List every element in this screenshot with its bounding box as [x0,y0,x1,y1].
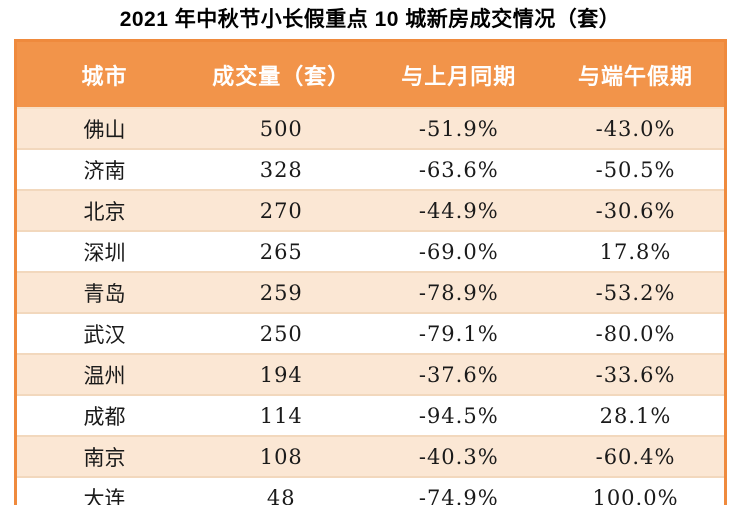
cell-vs-duanwu-holiday: 100.0% [592,485,679,505]
cell-vs-last-month: -37.6% [418,362,499,387]
cell-vs-last-month: -63.6% [418,157,499,182]
cell-vs-duanwu-holiday: -30.6% [595,198,676,223]
cell-volume: 270 [259,198,303,223]
table-row: 北京 270 -44.9% -30.6% [15,190,725,231]
cell-city: 武汉 [83,322,126,347]
cell-vs-last-month: -94.5% [418,403,499,428]
cell-city: 大连 [83,486,126,505]
cell-vs-last-month: -78.9% [418,280,499,305]
cell-city: 温州 [83,363,126,388]
cell-vs-duanwu-holiday: -33.6% [595,362,676,387]
cell-vs-last-month: -44.9% [418,198,499,223]
table-row: 济南 328 -63.6% -50.5% [15,149,725,190]
cell-vs-last-month: -69.0% [418,239,499,264]
column-header-city: 城市 [15,40,193,109]
cell-volume: 114 [259,403,303,428]
column-header-vs-last-month: 与上月同期 [370,40,548,109]
cell-city: 青岛 [83,281,126,306]
cell-volume: 108 [259,444,303,469]
cell-city: 深圳 [83,240,126,265]
transactions-table: 城市 成交量（套） 与上月同期 与端午假期 佛山 500 -51.9% -43.0% 济… [13,39,727,505]
cell-vs-duanwu-holiday: -53.2% [595,280,676,305]
table-row: 佛山 500 -51.9% -43.0% [15,108,725,149]
cell-city: 成都 [83,404,126,429]
column-header-volume: 成交量（套） [192,40,370,109]
cell-city: 佛山 [83,117,126,142]
table-row: 武汉 250 -79.1% -80.0% [15,313,725,354]
cell-volume: 194 [259,362,303,387]
cell-vs-last-month: -51.9% [418,116,499,141]
column-header-vs-duanwu-holiday: 与端午假期 [547,40,725,109]
cell-volume: 250 [259,321,303,346]
table-body: 佛山 500 -51.9% -43.0% 济南 328 -63.6% -50.5% 北京 270 -… [15,108,725,505]
table-row: 温州 194 -37.6% -33.6% [15,354,725,395]
cell-volume: 48 [266,485,296,505]
cell-volume: 328 [259,157,303,182]
table-row: 青岛 259 -78.9% -53.2% [15,272,725,313]
cell-volume: 265 [259,239,303,264]
table-header: 城市 成交量（套） 与上月同期 与端午假期 [15,40,725,109]
cell-volume: 259 [259,280,303,305]
table-row: 南京 108 -40.3% -60.4% [15,436,725,477]
table-header-row: 城市 成交量（套） 与上月同期 与端午假期 [15,40,725,109]
cell-vs-duanwu-holiday: -50.5% [595,157,676,182]
cell-vs-duanwu-holiday: 17.8% [599,239,672,264]
table-row: 深圳 265 -69.0% 17.8% [15,231,725,272]
page-title: 2021 年中秋节小长假重点 10 城新房成交情况（套） [119,8,621,31]
cell-vs-duanwu-holiday: -60.4% [595,444,676,469]
cell-vs-last-month: -74.9% [418,485,499,505]
cell-vs-last-month: -40.3% [418,444,499,469]
table-row: 成都 114 -94.5% 28.1% [15,395,725,436]
cell-city: 南京 [83,445,126,470]
cell-city: 北京 [83,199,126,224]
cell-volume: 500 [259,116,303,141]
cell-vs-last-month: -79.1% [418,321,499,346]
cell-vs-duanwu-holiday: 28.1% [599,403,672,428]
cell-vs-duanwu-holiday: -80.0% [595,321,676,346]
table-row: 大连 48 -74.9% 100.0% [15,477,725,505]
cell-city: 济南 [83,158,126,183]
cell-vs-duanwu-holiday: -43.0% [595,116,676,141]
